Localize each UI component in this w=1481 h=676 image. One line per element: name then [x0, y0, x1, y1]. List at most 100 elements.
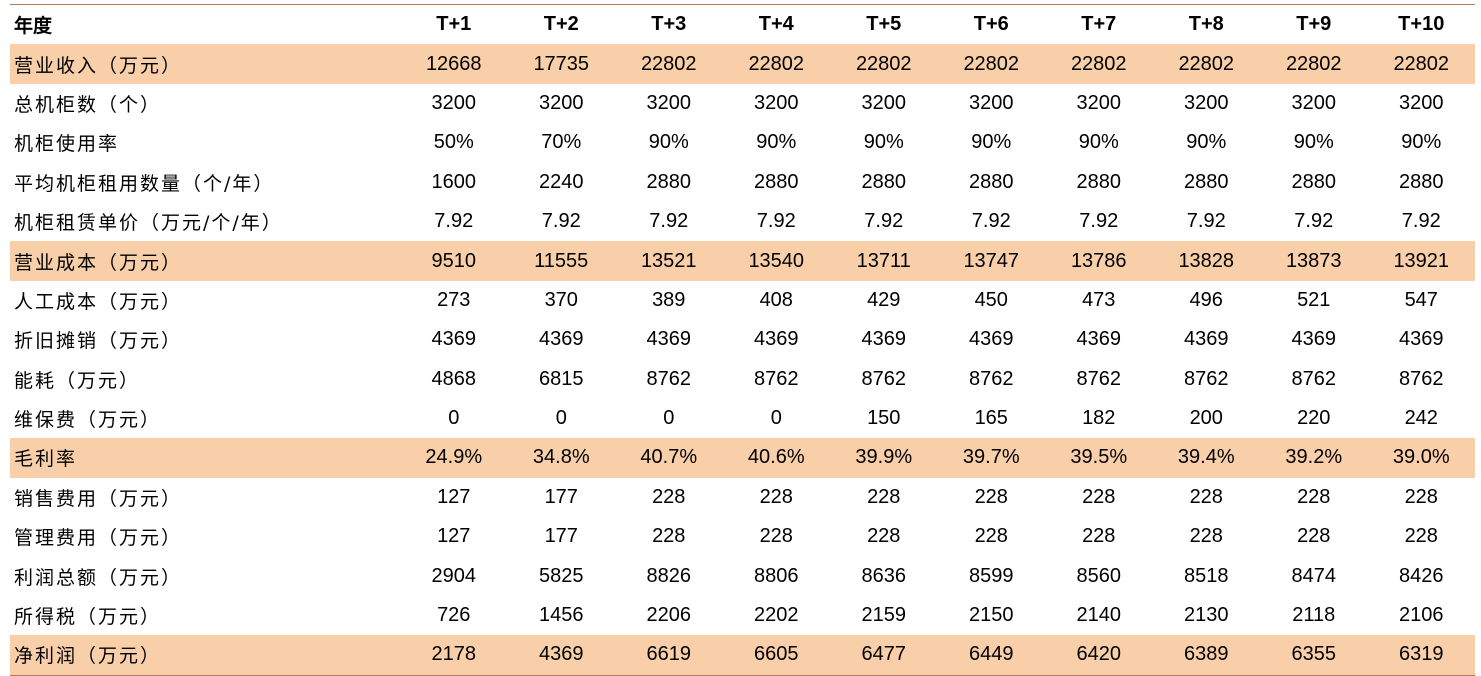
table-cell: 408: [759, 288, 793, 311]
table-cell: 22802: [1367, 44, 1475, 84]
table-cell: 13921: [1367, 241, 1475, 281]
table-cell: 22802: [722, 44, 830, 84]
table-cell: 4369: [539, 328, 584, 351]
table-cell: 6355: [1260, 635, 1368, 675]
table-cell: 8762: [1184, 367, 1229, 390]
table-cell: 3200: [1184, 91, 1229, 114]
table-cell: 3200: [431, 91, 477, 114]
row-label: 人工成本（万元）: [14, 290, 183, 313]
table-cell: 9510: [400, 241, 508, 281]
table-cell: 3200: [646, 91, 692, 114]
table-cell: 7.92: [649, 210, 689, 233]
table-cell: 4369: [1076, 328, 1122, 351]
row-label: 营业收入（万元）: [10, 44, 400, 84]
column-header: T+1: [436, 13, 472, 36]
table-cell: 13521: [615, 241, 723, 281]
table-cell: 200: [1189, 407, 1223, 430]
table-cell: 90%: [756, 131, 797, 154]
table-cell: 13747: [937, 241, 1045, 281]
column-header: T+10: [1398, 13, 1445, 36]
table-cell: 2880: [754, 170, 799, 193]
table-cell: 370: [544, 288, 578, 311]
table-row: 平均机柜租用数量（个/年） 1600 2240 2880 2880 2880 2880 288…: [10, 163, 1475, 202]
table-cell: 13873: [1260, 241, 1368, 281]
table-cell: 17735: [507, 44, 615, 84]
table-cell: 4369: [754, 328, 799, 351]
table-cell: 11555: [507, 241, 615, 281]
table-cell: 40.7%: [615, 438, 723, 478]
table-cell: 2880: [861, 170, 907, 193]
table-cell: 2206: [646, 604, 692, 627]
table-cell: 90%: [971, 131, 1012, 154]
table-cell: 50%: [433, 131, 474, 154]
table-cell: 389: [652, 288, 686, 311]
table-cell: 4369: [507, 635, 615, 675]
row-label: 毛利率: [10, 438, 400, 478]
table-cell: 228: [1189, 525, 1223, 548]
table-cell: 8762: [646, 367, 692, 390]
table-cell: 5825: [539, 564, 584, 587]
table-cell: 8474: [1291, 564, 1337, 587]
table-cell: 34.8%: [507, 438, 615, 478]
table-cell: 3200: [754, 91, 799, 114]
table-cell: 90%: [1186, 131, 1227, 154]
table-cell: 6449: [937, 635, 1045, 675]
table-cell: 0: [555, 407, 567, 430]
table-cell: 39.2%: [1260, 438, 1368, 478]
table-cell: 70%: [541, 131, 582, 154]
table-cell: 2159: [861, 604, 907, 627]
table-cell: 90%: [1078, 131, 1119, 154]
table-cell: 6389: [1152, 635, 1260, 675]
table-cell: 150: [867, 407, 901, 430]
table-cell: 228: [1082, 485, 1116, 508]
table-cell: 24.9%: [400, 438, 508, 478]
row-label: 平均机柜租用数量（个/年）: [14, 172, 275, 195]
table-cell: 228: [759, 485, 793, 508]
table-cell: 228: [1297, 525, 1331, 548]
table-cell: 7.92: [971, 210, 1011, 233]
table-cell: 2118: [1292, 604, 1336, 627]
table-cell: 8762: [1291, 367, 1337, 390]
table-cell: 8560: [1076, 564, 1122, 587]
table-cell: 165: [974, 407, 1008, 430]
table-cell: 228: [1404, 525, 1438, 548]
table-cell: 22802: [937, 44, 1045, 84]
row-label: 能耗（万元）: [14, 369, 141, 392]
column-header: T+2: [543, 13, 579, 36]
table-cell: 3200: [539, 91, 584, 114]
table-cell: 22802: [1045, 44, 1153, 84]
column-header: T+6: [973, 13, 1009, 36]
table-cell: 177: [544, 485, 578, 508]
table-cell: 6319: [1367, 635, 1475, 675]
row-label: 折旧摊销（万元）: [14, 330, 183, 353]
table-cell: 4369: [861, 328, 907, 351]
table-cell: 228: [867, 485, 901, 508]
table-cell: 2106: [1399, 604, 1444, 627]
table-cell: 450: [974, 288, 1008, 311]
row-label: 净利润（万元）: [10, 635, 400, 675]
table-cell: 90%: [648, 131, 689, 154]
row-label: 营业成本（万元）: [10, 241, 400, 281]
table-cell: 90%: [1293, 131, 1334, 154]
table-cell: 242: [1404, 407, 1438, 430]
table-cell: 473: [1082, 288, 1116, 311]
table-row: 机柜使用率 50% 70% 90% 90% 90% 90% 90% 90% 90% 90%: [10, 123, 1475, 162]
table-row: 净利润（万元） 2178 4369 6619 6605 6477 6449 6420 6389 6…: [10, 635, 1475, 675]
table-cell: 4369: [969, 328, 1014, 351]
table-cell: 0: [663, 407, 675, 430]
table-cell: 4369: [1399, 328, 1444, 351]
table-row: 营业成本（万元） 9510 11555 13521 13540 13711 13747 137…: [10, 241, 1475, 281]
table-body: 营业收入（万元） 12668 17735 22802 22802 22802 22802 22…: [10, 44, 1475, 675]
table-row: 折旧摊销（万元） 4369 4369 4369 4369 4369 4369 4369 4369…: [10, 320, 1475, 359]
table-cell: 4369: [1291, 328, 1337, 351]
table-cell: 220: [1297, 407, 1331, 430]
table-cell: 2880: [1399, 170, 1444, 193]
table-cell: 39.5%: [1045, 438, 1153, 478]
table-cell: 2880: [1291, 170, 1337, 193]
table-cell: 429: [867, 288, 901, 311]
table-cell: 13828: [1152, 241, 1260, 281]
table-cell: 7.92: [1186, 210, 1226, 233]
column-header: T+9: [1296, 13, 1332, 36]
table-row: 总机柜数（个） 3200 3200 3200 3200 3200 3200 3200 3200 3…: [10, 84, 1475, 123]
table-row: 销售费用（万元） 127 177 228 228 228 228 228 228 228 228: [10, 478, 1475, 517]
